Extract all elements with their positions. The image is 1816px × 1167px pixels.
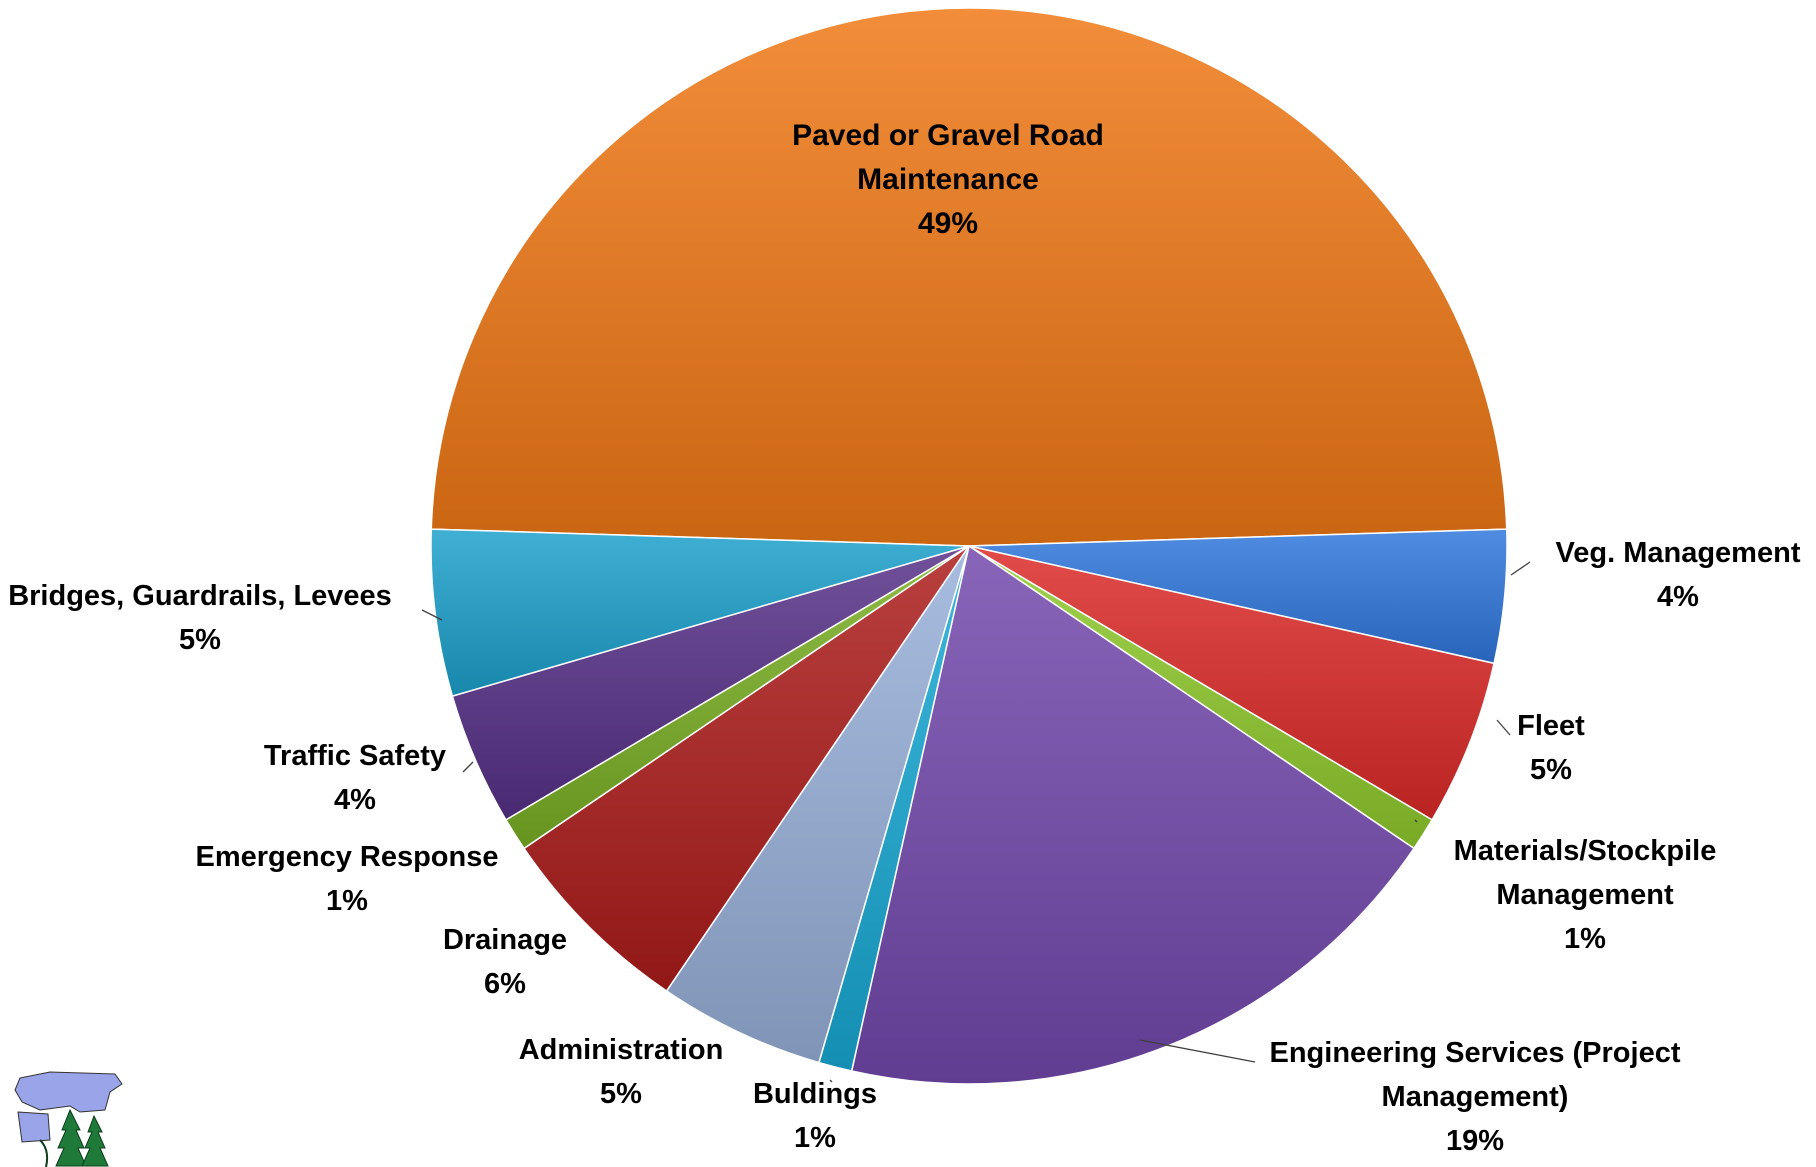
slice-labels: Paved or Gravel Road Maintenance 49% Veg. M… [8,119,1801,1157]
leader-line [421,609,443,621]
label-emergency-response: Emergency Response 1% [195,841,498,917]
county-logo-icon [14,1071,123,1167]
label-veg-management: Veg. Management 4% [1556,537,1801,613]
leader-line [462,761,474,773]
leader-line [829,1079,833,1083]
label-fleet: Fleet 5% [1517,710,1585,786]
label-paved-or-gravel-road-maintenance: Paved or Gravel Road Maintenance 49% [792,119,1104,240]
label-traffic-safety: Traffic Safety 4% [264,740,446,816]
label-drainage: Drainage 6% [443,924,567,1000]
pie-slice-bridges-guardrails-levees [430,528,970,698]
leader-line [1510,561,1531,576]
leader-line [1496,719,1511,736]
leader-line [1414,819,1418,823]
label-bridges-guardrails-levees: Bridges, Guardrails, Levees 5% [8,580,392,656]
pie-slice-engineering-services-project-management [850,544,1416,1085]
pie-slices [430,7,1508,1085]
leader-lines [421,561,1531,1083]
pie-slice-drainage [522,545,970,993]
label-administration: Administration 5% [519,1034,724,1110]
label-materials-stockpile-management: Materials/Stockpile Management 1% [1454,835,1717,955]
label-buldings: Buldings 1% [753,1078,877,1154]
pie-slice-fleet [968,545,1495,821]
label-engineering-services-project-management: Engineering Services (Project Management)… [1270,1037,1681,1157]
leader-line [1139,1039,1256,1063]
pie-slice-paved-or-gravel-road-maintenance [430,7,1508,547]
pie-slice-administration [665,545,970,1064]
